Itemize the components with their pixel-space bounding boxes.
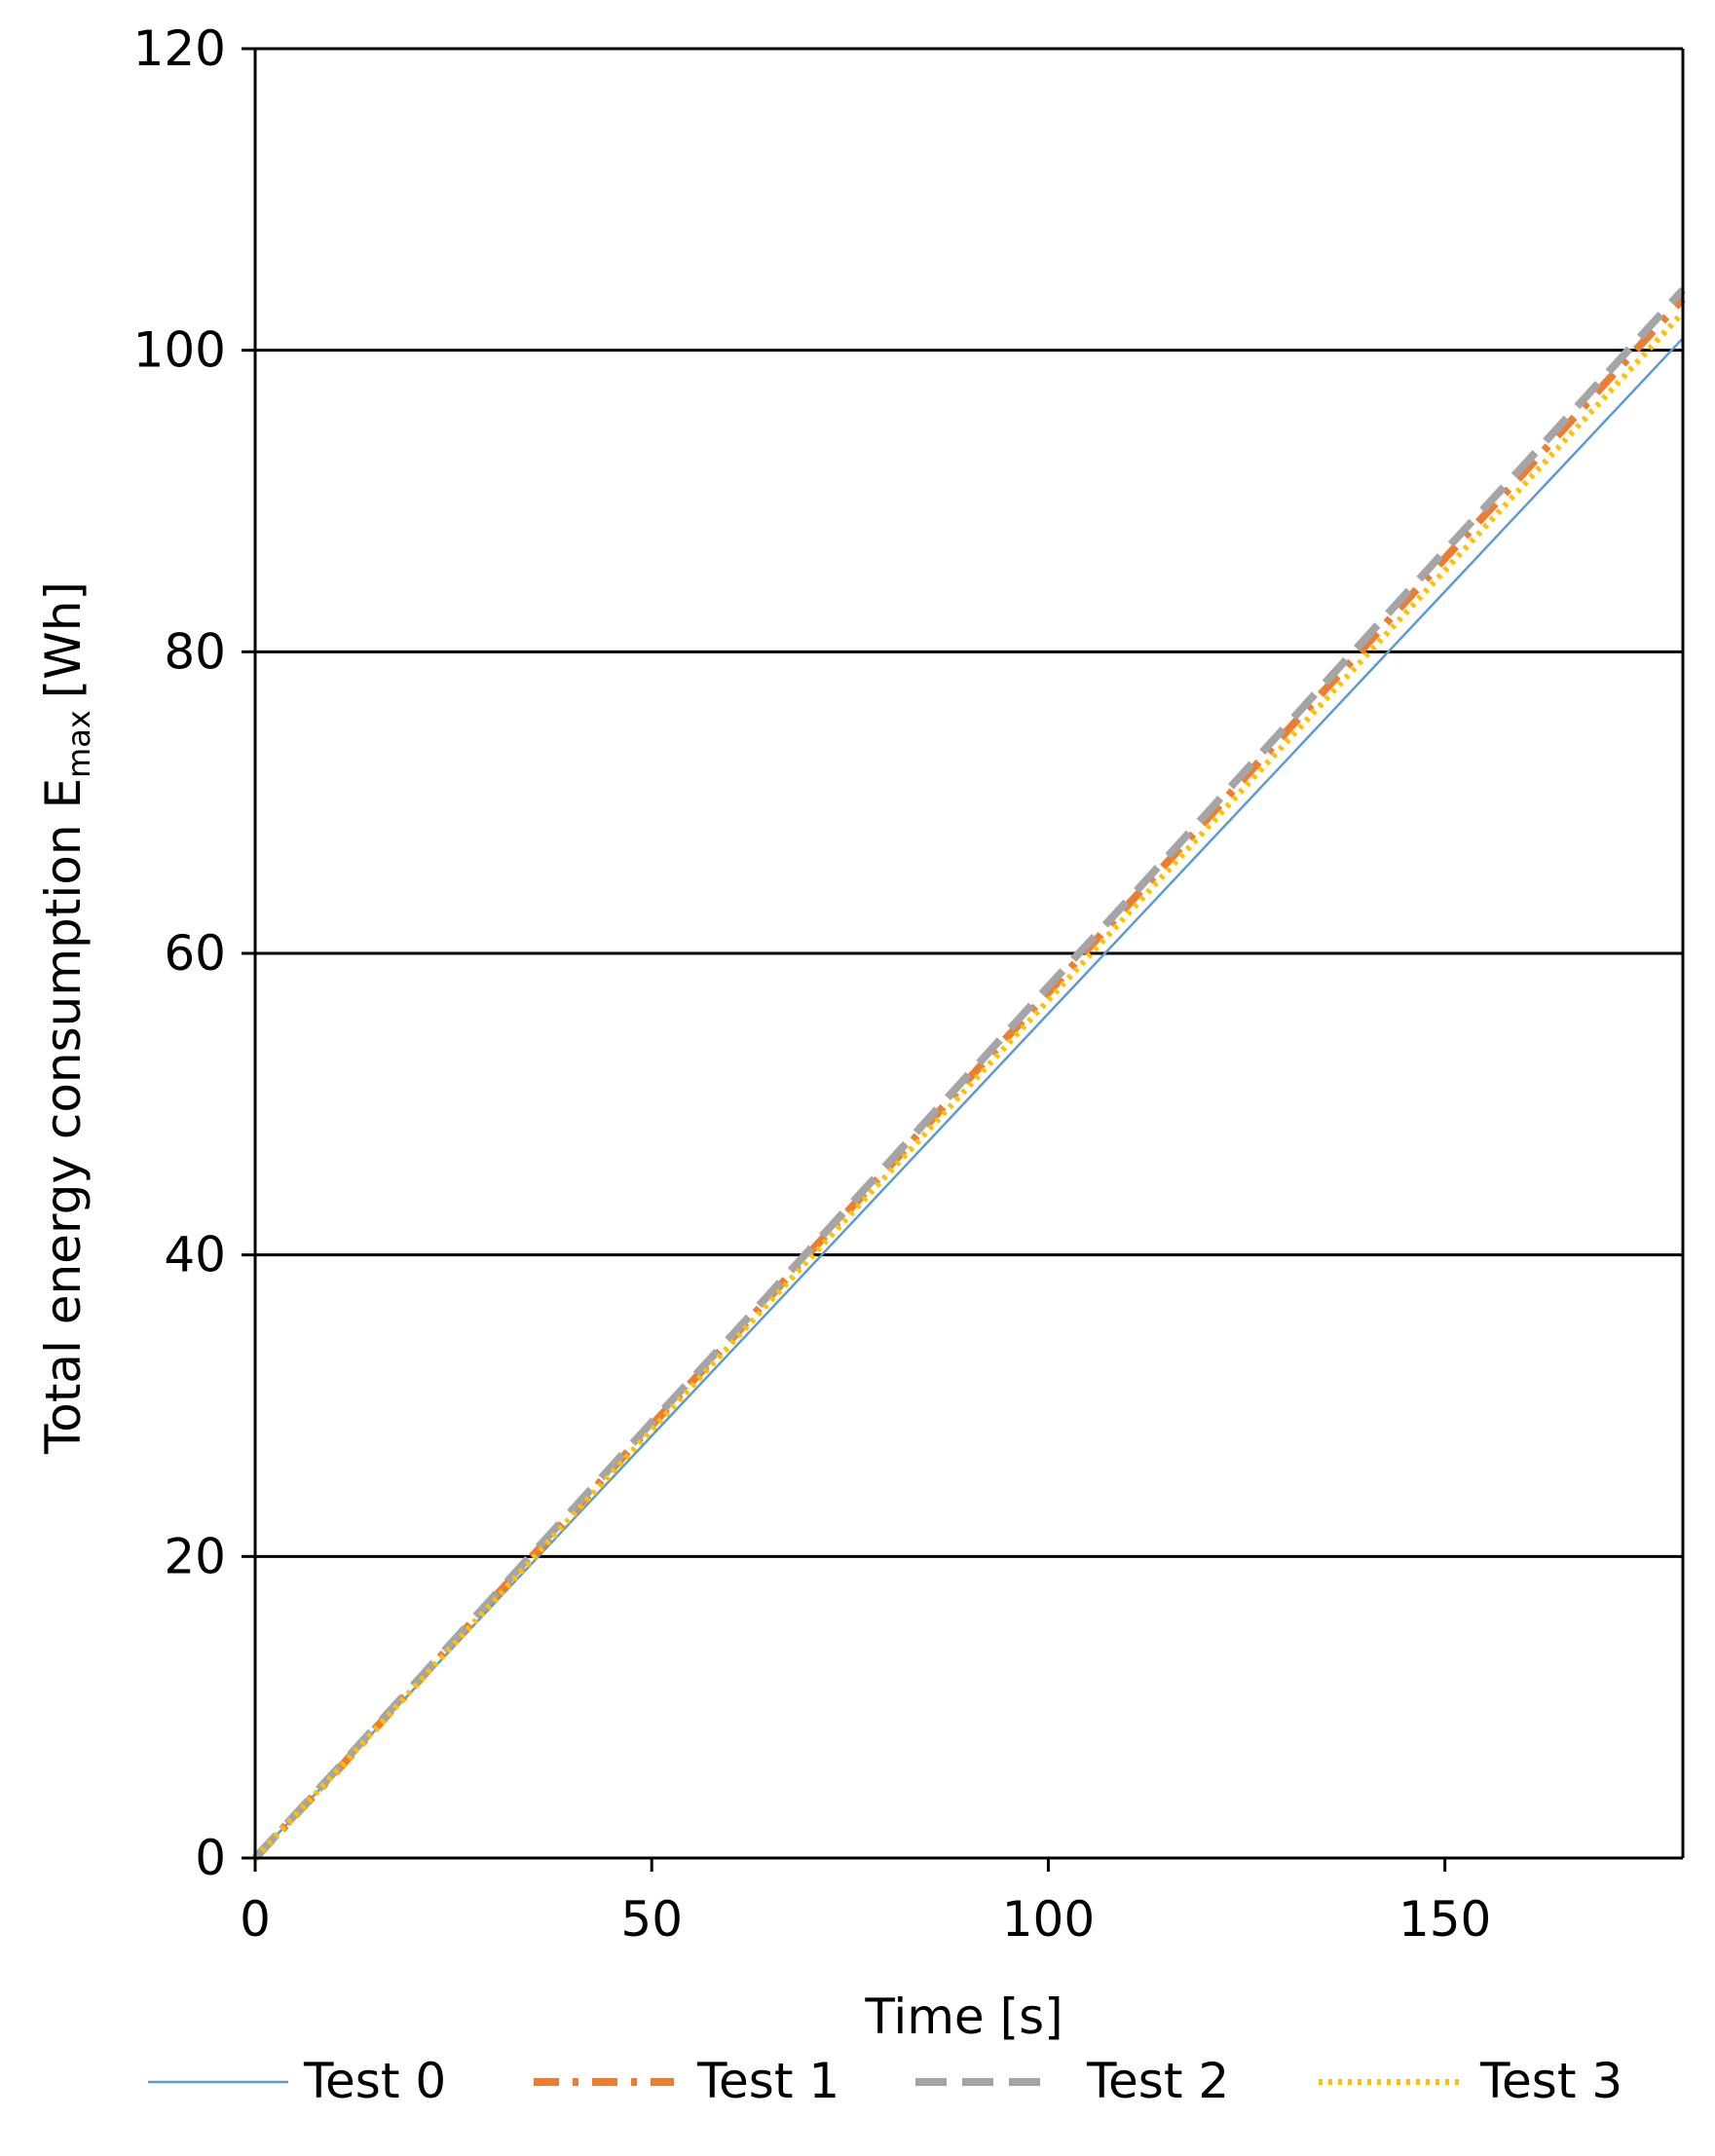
y-tick-label-40: 40 — [164, 1227, 226, 1283]
y-axis-label-main: Total energy consumption E — [35, 778, 92, 1455]
y-tick-label-80: 80 — [164, 623, 226, 680]
legend: Test 0 Test 1 Test 2 Test 3 — [148, 2053, 1622, 2109]
legend-item-test-3: Test 3 — [1319, 2053, 1622, 2109]
legend-label-test-1: Test 1 — [696, 2053, 839, 2109]
axes — [242, 47, 1685, 1872]
x-tick-label-0: 0 — [240, 1891, 271, 1948]
y-tick-label-100: 100 — [133, 322, 226, 379]
y-tick-label-0: 0 — [195, 1830, 226, 1886]
legend-label-test-0: Test 0 — [303, 2053, 446, 2109]
series-line-test-0 — [254, 337, 1684, 1859]
y-axis-label: Total energy consumption Emax [Wh] — [35, 581, 97, 1455]
x-tick-label-100: 100 — [1002, 1891, 1095, 1948]
y-tick-label-20: 20 — [164, 1528, 226, 1584]
x-tick-label-50: 50 — [620, 1891, 683, 1948]
x-axis-label: Time [s] — [864, 1989, 1063, 2045]
series-line-test-3 — [252, 310, 1686, 1861]
series-line-test-2 — [252, 287, 1686, 1861]
x-tick-label-150: 150 — [1398, 1891, 1491, 1948]
legend-item-test-1: Test 1 — [534, 2053, 839, 2109]
series-lines — [252, 287, 1686, 1861]
y-tick-label-120: 120 — [133, 20, 226, 77]
legend-label-test-2: Test 2 — [1086, 2053, 1229, 2109]
legend-item-test-2: Test 2 — [915, 2053, 1229, 2109]
gridlines — [255, 47, 1683, 1558]
legend-item-test-0: Test 0 — [148, 2053, 446, 2109]
y-axis-label-subscript: max — [60, 710, 97, 778]
y-tick-labels: 0 20 40 60 80 100 120 — [133, 20, 226, 1886]
y-axis-label-unit: [Wh] — [35, 581, 92, 698]
y-tick-label-60: 60 — [164, 925, 226, 982]
x-tick-labels: 0 50 100 150 — [240, 1891, 1491, 1948]
legend-label-test-3: Test 3 — [1479, 2053, 1622, 2109]
